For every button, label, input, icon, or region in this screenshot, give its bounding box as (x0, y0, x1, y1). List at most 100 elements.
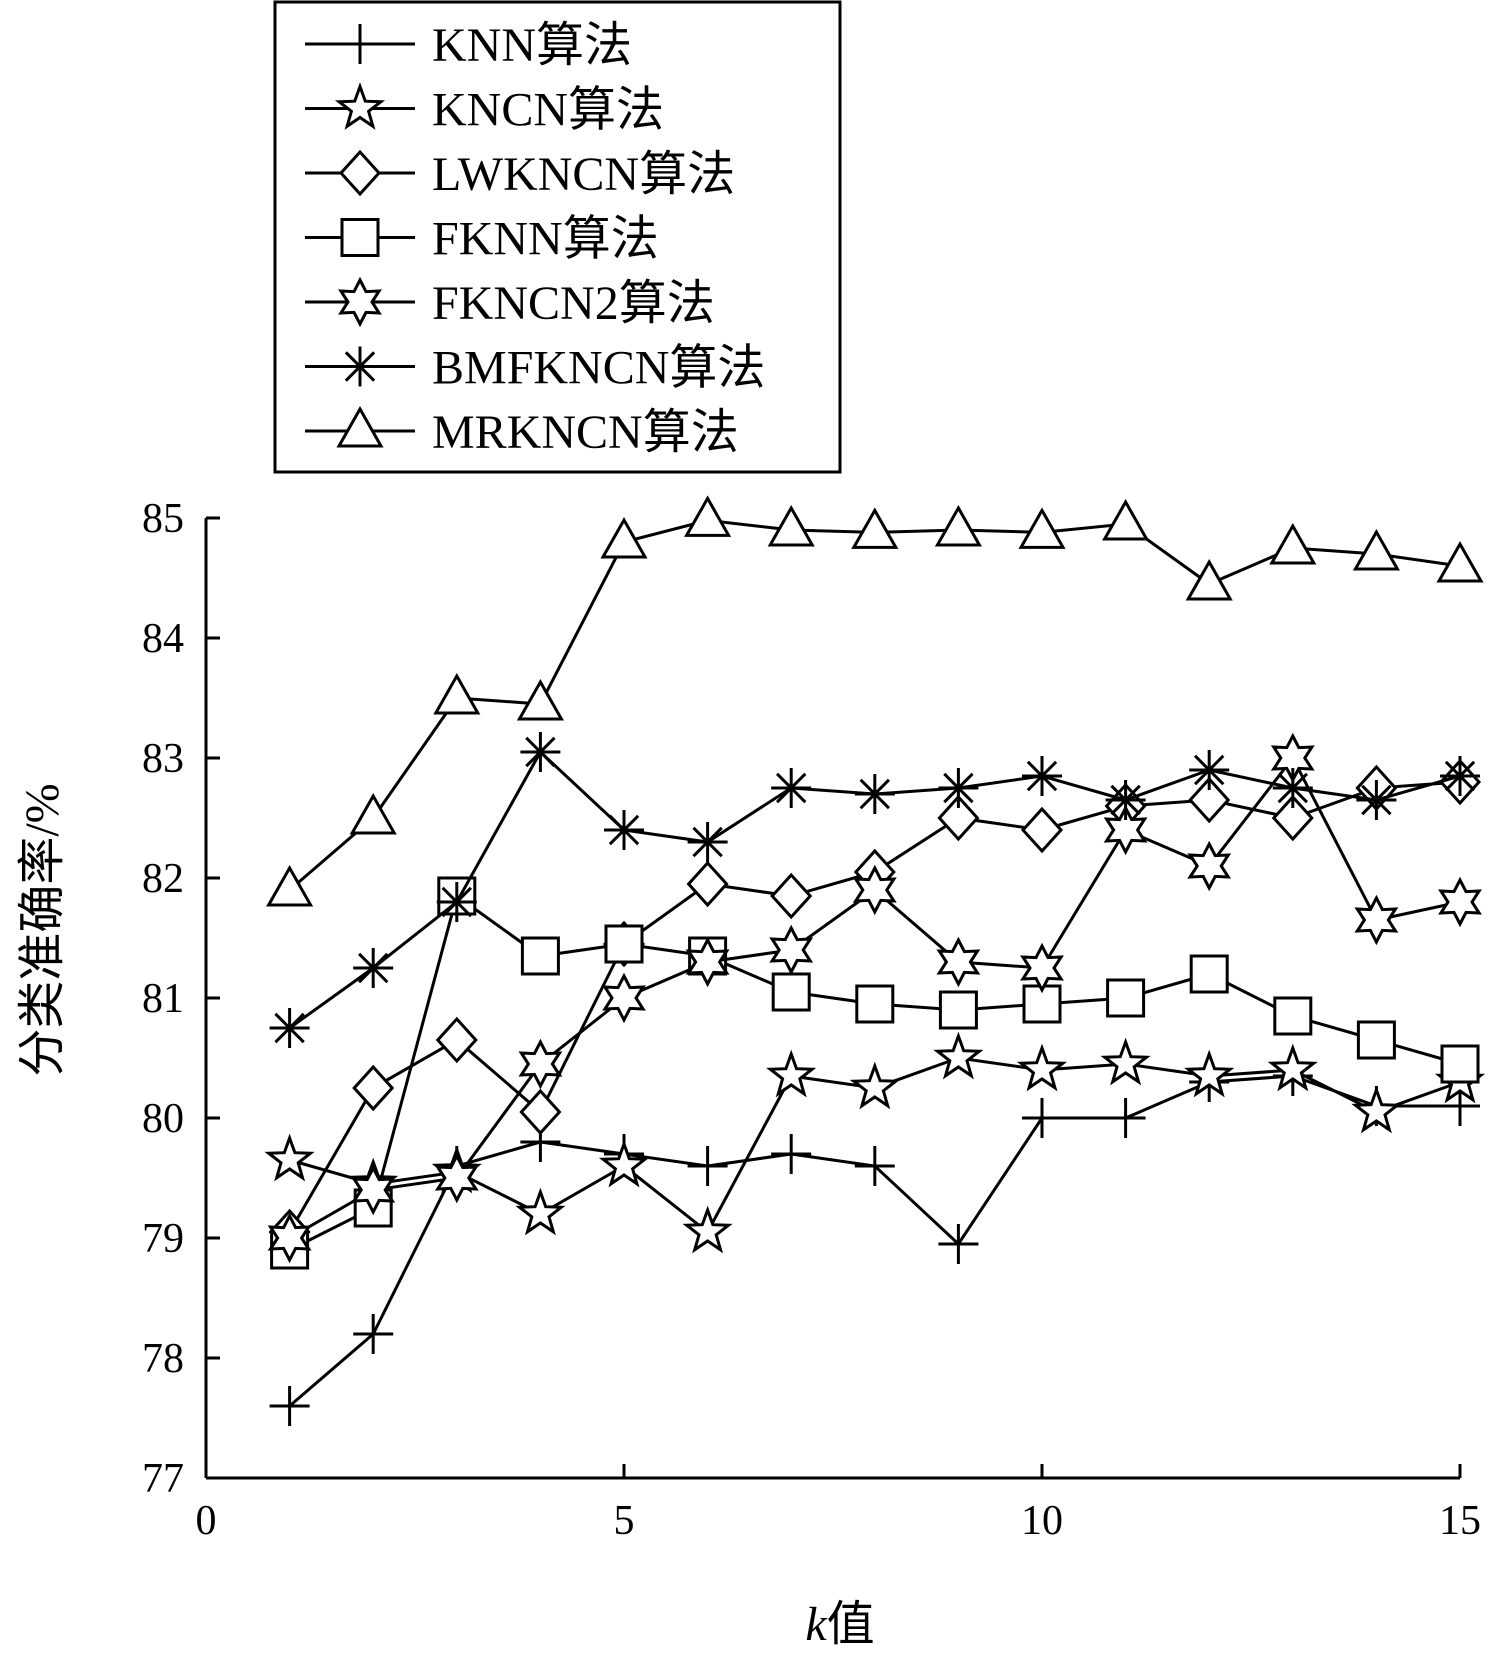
data-point (1272, 768, 1313, 808)
data-point (1020, 806, 1064, 854)
legend-label: MRKNCN算法 (432, 406, 739, 459)
data-point (1188, 776, 1231, 824)
data-point (269, 1008, 310, 1048)
data-point (1022, 756, 1062, 796)
y-tick-label: 80 (142, 1096, 184, 1142)
data-point (1440, 756, 1480, 796)
legend-label: KNN算法 (432, 19, 632, 72)
data-point (340, 24, 380, 64)
data-point (854, 1146, 895, 1186)
data-point (520, 732, 561, 772)
data-point (336, 405, 384, 448)
legend-entry: LWKNCN算法 (305, 148, 735, 201)
data-point (938, 1224, 979, 1264)
series-line (288, 1074, 1460, 1408)
data-point (767, 504, 815, 547)
y-tick-label: 78 (142, 1336, 184, 1382)
data-point (687, 822, 728, 862)
data-point (436, 882, 477, 922)
data-point (1106, 978, 1146, 1018)
data-point (604, 810, 644, 850)
data-point (849, 1061, 900, 1110)
x-tick-label: 10 (1021, 1498, 1063, 1544)
data-point (1187, 840, 1232, 892)
legend-label: LWKNCN算法 (432, 148, 735, 201)
data-point (936, 936, 981, 988)
x-axis-title-rest: 值 (827, 1598, 875, 1651)
data-point (264, 1133, 315, 1182)
y-tick-label: 77 (142, 1456, 184, 1502)
data-point (854, 774, 895, 814)
series-triangle (266, 495, 1484, 907)
data-point (937, 794, 980, 842)
data-point (600, 516, 648, 559)
series-plus (269, 1056, 1480, 1426)
data-point (352, 1064, 395, 1112)
data-point (1356, 780, 1397, 820)
data-point (1105, 1098, 1146, 1138)
data-point (433, 672, 481, 715)
data-point (1269, 522, 1317, 565)
data-point (1354, 894, 1399, 946)
data-point (1102, 498, 1150, 541)
data-point (938, 768, 979, 808)
data-point (340, 346, 380, 387)
x-axis-title-italic: k (805, 1598, 828, 1651)
data-point (1438, 876, 1482, 928)
data-point (682, 1205, 733, 1254)
data-point (602, 972, 646, 1024)
y-tick-label: 82 (142, 856, 184, 902)
y-tick-label: 79 (142, 1216, 184, 1262)
data-point (598, 1139, 650, 1188)
y-axis-title: 分类准确率/% (16, 783, 69, 1076)
data-point (353, 1314, 394, 1354)
data-point (686, 860, 729, 908)
data-point (518, 1038, 563, 1090)
data-point (338, 276, 382, 328)
data-point (938, 990, 978, 1030)
data-point (353, 948, 394, 988)
data-point (269, 1386, 310, 1426)
data-point (1189, 954, 1229, 994)
legend-entry: KNN算法 (305, 19, 632, 72)
legend-label: KNCN算法 (432, 84, 664, 137)
legend-entry: FKNN算法 (305, 213, 659, 266)
data-point (770, 872, 813, 920)
data-point (769, 924, 814, 976)
data-point (933, 1031, 984, 1080)
legend-entry: MRKNCN算法 (305, 405, 739, 459)
data-point (516, 678, 564, 721)
x-tick-label: 5 (614, 1498, 635, 1544)
data-point (851, 507, 899, 549)
data-point (349, 792, 397, 835)
x-axis-title: k值 (805, 1598, 874, 1651)
data-point (771, 1134, 812, 1174)
y-tick-label: 85 (142, 496, 184, 542)
data-point (1436, 540, 1484, 583)
data-point (266, 864, 314, 907)
data-point (766, 1049, 817, 1098)
data-point (685, 936, 730, 988)
legend: KNN算法 KNCN算法 LWKNCN算法 FKNN算法 FKNCN2算法 BMFKNCN… (273, 0, 842, 474)
data-point (520, 936, 560, 976)
series-star5 (264, 1031, 1486, 1254)
series-group (264, 495, 1486, 1426)
series-asterisk (269, 732, 1480, 1048)
data-point (434, 1152, 479, 1204)
data-point (855, 984, 895, 1024)
legend-entry: KNCN算法 (305, 82, 664, 137)
legend-entry: BMFKNCN算法 (305, 342, 765, 395)
data-point (771, 768, 812, 808)
y-tick-label: 81 (142, 976, 184, 1022)
y-tick-label: 84 (142, 616, 184, 662)
data-point (1440, 1044, 1480, 1084)
data-point (604, 924, 644, 964)
data-point (1022, 1098, 1062, 1138)
data-point (1267, 1043, 1318, 1092)
data-point (684, 495, 732, 537)
data-point (351, 1164, 396, 1216)
series-square (270, 876, 1480, 1270)
data-point (934, 504, 982, 547)
data-point (771, 972, 811, 1012)
